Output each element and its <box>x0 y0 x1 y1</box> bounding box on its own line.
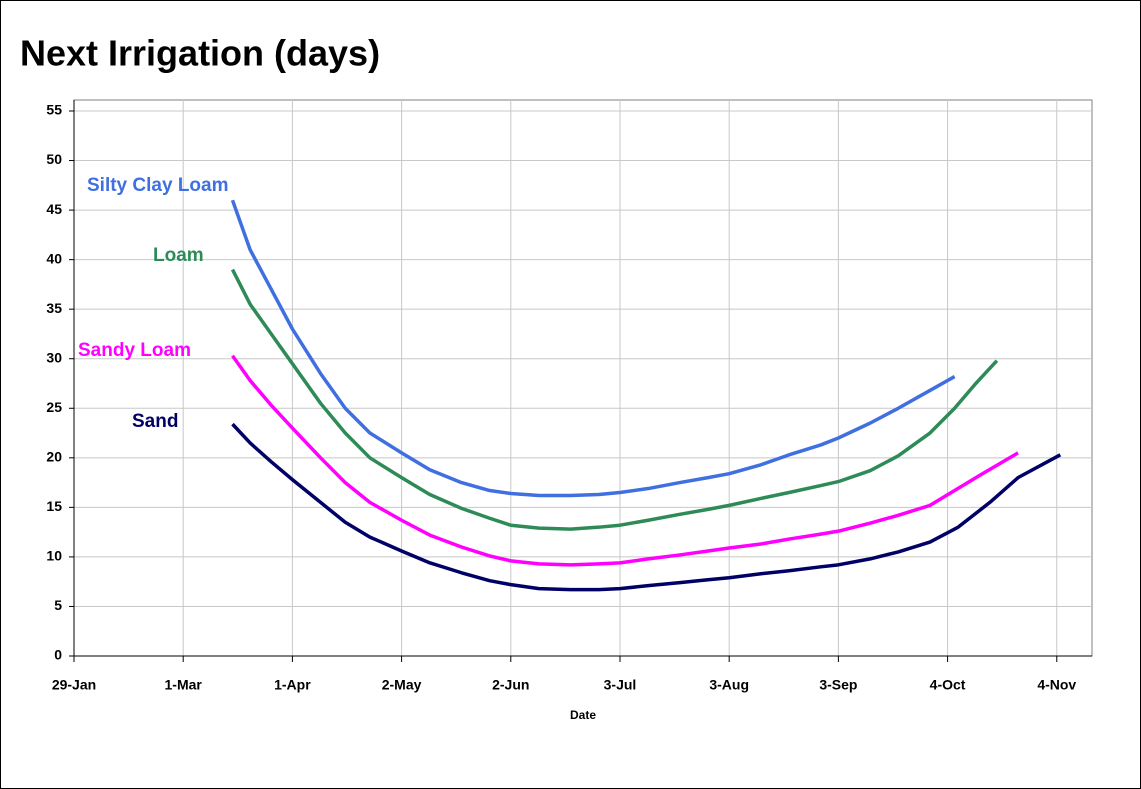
line-series <box>231 422 1062 592</box>
x-tick-label: 2-Jun <box>492 677 529 693</box>
series-label: Loam <box>153 245 204 266</box>
y-tick-label: 0 <box>54 647 62 663</box>
y-tick-label: 45 <box>46 201 62 217</box>
series-label: Sand <box>132 411 178 432</box>
x-tick-label: 4-Oct <box>930 677 966 693</box>
y-tick-label: 30 <box>46 349 62 365</box>
y-tick-label: 20 <box>46 449 62 465</box>
y-tick-label: 5 <box>54 597 62 613</box>
x-tick-label: 1-Apr <box>274 677 311 693</box>
x-tick-label: 3-Aug <box>709 677 749 693</box>
y-tick-label: 15 <box>46 498 62 514</box>
y-tick-label: 10 <box>46 548 62 564</box>
line-series <box>231 354 1019 567</box>
chart-title: Next Irrigation (days) <box>20 33 380 74</box>
x-tick-label: 29-Jan <box>52 677 96 693</box>
x-tick-label: 2-May <box>382 677 422 693</box>
series-label: Sandy Loam <box>78 340 191 361</box>
x-tick-label: 1-Mar <box>165 677 203 693</box>
x-tick-label: 4-Nov <box>1037 677 1076 693</box>
x-tick-label: 3-Jul <box>604 677 637 693</box>
y-tick-label: 35 <box>46 300 62 316</box>
y-tick-label: 25 <box>46 399 62 415</box>
y-tick-label: 40 <box>46 250 62 266</box>
x-tick-label: 3-Sep <box>819 677 857 693</box>
line-series <box>230 268 999 531</box>
y-tick-label: 55 <box>46 102 62 118</box>
line-series <box>230 199 956 498</box>
series-label: Silty Clay Loam <box>87 175 229 196</box>
y-tick-label: 50 <box>46 151 62 167</box>
x-axis-label: Date <box>570 708 596 722</box>
